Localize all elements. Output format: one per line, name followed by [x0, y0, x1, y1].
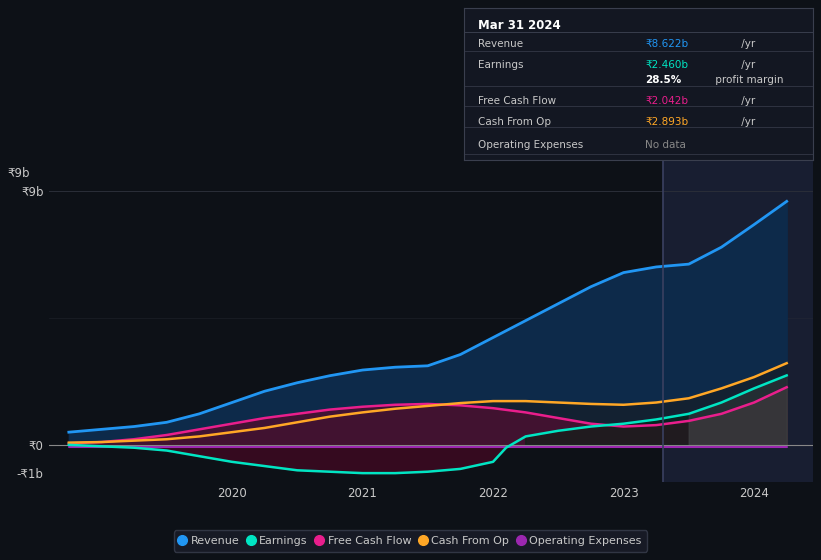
Text: /yr: /yr [738, 96, 755, 106]
Text: ₹2.042b: ₹2.042b [645, 96, 688, 106]
Text: profit margin: profit margin [712, 75, 783, 85]
Text: ₹9b: ₹9b [7, 166, 30, 180]
Text: ₹8.622b: ₹8.622b [645, 39, 689, 49]
Text: Mar 31 2024: Mar 31 2024 [478, 19, 561, 32]
Text: Free Cash Flow: Free Cash Flow [478, 96, 556, 106]
Text: ₹2.893b: ₹2.893b [645, 117, 689, 127]
Legend: Revenue, Earnings, Free Cash Flow, Cash From Op, Operating Expenses: Revenue, Earnings, Free Cash Flow, Cash … [174, 530, 647, 552]
Text: /yr: /yr [738, 39, 755, 49]
Text: 28.5%: 28.5% [645, 75, 681, 85]
Text: /yr: /yr [738, 60, 755, 70]
Text: Operating Expenses: Operating Expenses [478, 140, 583, 150]
Bar [663, 157, 819, 482]
Text: ₹2.460b: ₹2.460b [645, 60, 688, 70]
Text: /yr: /yr [738, 117, 755, 127]
Text: Revenue: Revenue [478, 39, 523, 49]
Text: Earnings: Earnings [478, 60, 523, 70]
Text: Cash From Op: Cash From Op [478, 117, 551, 127]
Text: No data: No data [645, 140, 686, 150]
